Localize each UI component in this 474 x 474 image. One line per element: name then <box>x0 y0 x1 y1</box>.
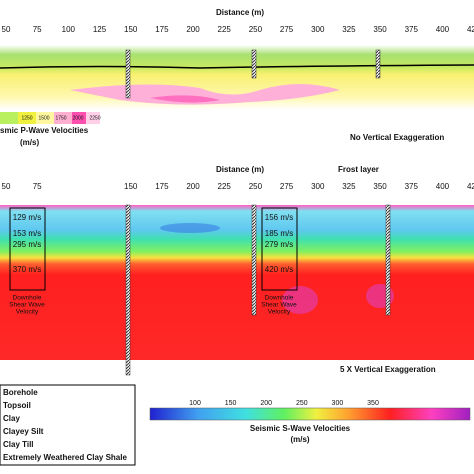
axis-label: Distance (m) <box>216 165 264 174</box>
velocity-label: 279 m/s <box>265 240 293 249</box>
x-tick-label: 275 <box>280 182 294 191</box>
velocity-label: 156 m/s <box>265 213 293 222</box>
legend-tick: 150 <box>225 400 237 407</box>
legend-tick: 250 <box>296 400 308 407</box>
bottom-section <box>0 204 474 376</box>
velocity-label: 129 m/s <box>13 213 41 222</box>
x-tick-label: 425 <box>467 182 474 191</box>
caption: Shear Wave <box>9 302 45 309</box>
legend-tick: 2000 <box>72 115 83 121</box>
x-tick-label: 150 <box>124 25 138 34</box>
soil-legend-box <box>0 384 136 466</box>
legend-unit: (m/s) <box>20 138 39 147</box>
legend-tick: 350 <box>367 400 379 407</box>
note: No Vertical Exaggeration <box>350 133 444 142</box>
x-tick-label: 200 <box>186 182 200 191</box>
x-tick-label: 225 <box>218 182 232 191</box>
legend-tick: 1250 <box>21 115 32 121</box>
soil-legend-item: Clay Till <box>3 440 34 449</box>
legend-tick: 100 <box>189 400 201 407</box>
legend-title: Seismic P-Wave Velocities <box>0 126 89 135</box>
color-bar <box>149 407 471 421</box>
caption: Shear Wave <box>261 302 297 309</box>
x-tick-label: 325 <box>342 182 356 191</box>
x-tick-label: 250 <box>249 25 263 34</box>
legend-title: Seismic S-Wave Velocities <box>250 424 351 433</box>
soil-legend-item: Topsoil <box>3 401 31 410</box>
x-tick-label: 275 <box>280 25 294 34</box>
legend-tick: 1750 <box>55 115 66 121</box>
p-wave-legend <box>0 112 100 124</box>
x-tick-label: 175 <box>155 182 169 191</box>
note: 5 X Vertical Exaggeration <box>340 365 436 374</box>
soil-legend-item: Borehole <box>3 388 38 397</box>
x-tick-label: 225 <box>218 25 232 34</box>
legend-tick: 200 <box>260 400 272 407</box>
caption: Velocity <box>16 309 39 316</box>
x-tick-label: 200 <box>186 25 200 34</box>
top-section <box>0 45 474 110</box>
legend-tick: 1500 <box>38 115 49 121</box>
x-tick-label: 350 <box>373 182 387 191</box>
caption: Downhole <box>265 295 294 302</box>
x-tick-label: 175 <box>155 25 169 34</box>
velocity-label: 153 m/s <box>13 229 41 238</box>
velocity-label: 185 m/s <box>265 229 293 238</box>
annotation: Frost layer <box>338 165 379 174</box>
soil-legend-item: Clayey Silt <box>3 427 44 436</box>
x-tick-label: 400 <box>436 25 450 34</box>
caption: Downhole <box>13 295 42 302</box>
soil-legend-item: Extremely Weathered Clay Shale <box>3 453 127 462</box>
x-tick-label: 375 <box>405 25 419 34</box>
x-tick-label: 350 <box>373 25 387 34</box>
x-tick-label: 425 <box>467 25 474 34</box>
x-tick-label: 50 <box>2 25 11 34</box>
legend-tick: 2250 <box>89 115 100 121</box>
x-tick-label: 100 <box>62 25 76 34</box>
x-tick-label: 375 <box>405 182 419 191</box>
x-tick-label: 250 <box>249 182 263 191</box>
x-tick-label: 400 <box>436 182 450 191</box>
legend-tick: 300 <box>332 400 344 407</box>
legend-unit: (m/s) <box>290 435 309 444</box>
x-tick-label: 50 <box>2 182 11 191</box>
x-tick-label: 300 <box>311 25 325 34</box>
velocity-label: 295 m/s <box>13 240 41 249</box>
x-tick-label: 75 <box>33 182 42 191</box>
x-tick-label: 300 <box>311 182 325 191</box>
x-tick-label: 325 <box>342 25 356 34</box>
caption: Velocity <box>268 309 291 316</box>
x-tick-label: 150 <box>124 182 138 191</box>
soil-legend-item: Clay <box>3 414 20 423</box>
velocity-label: 420 m/s <box>265 265 293 274</box>
x-tick-label: 125 <box>93 25 107 34</box>
axis-label: Distance (m) <box>216 8 264 17</box>
x-tick-label: 75 <box>33 25 42 34</box>
velocity-label: 370 m/s <box>13 265 41 274</box>
